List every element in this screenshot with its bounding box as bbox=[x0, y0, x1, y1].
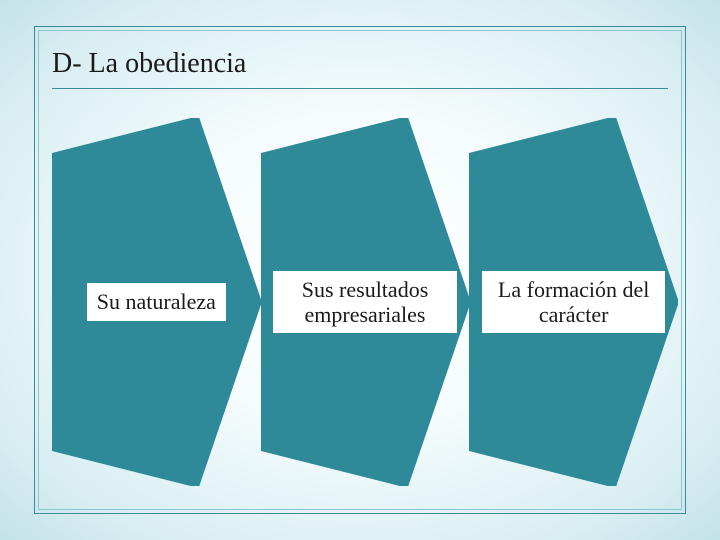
chevron-item-2: La formación del carácter bbox=[469, 118, 678, 486]
slide-content: D- La obediencia Su naturaleza Sus resul… bbox=[0, 0, 720, 540]
chevron-row: Su naturaleza Sus resultados empresarial… bbox=[52, 118, 678, 486]
chevron-label-0: Su naturaleza bbox=[87, 283, 226, 320]
chevron-label-2: La formación del carácter bbox=[482, 271, 666, 334]
chevron-item-0: Su naturaleza bbox=[52, 118, 261, 486]
slide-title: D- La obediencia bbox=[52, 48, 668, 80]
title-underline bbox=[52, 88, 668, 89]
chevron-item-1: Sus resultados empresariales bbox=[261, 118, 470, 486]
chevron-label-1: Sus resultados empresariales bbox=[273, 271, 457, 334]
